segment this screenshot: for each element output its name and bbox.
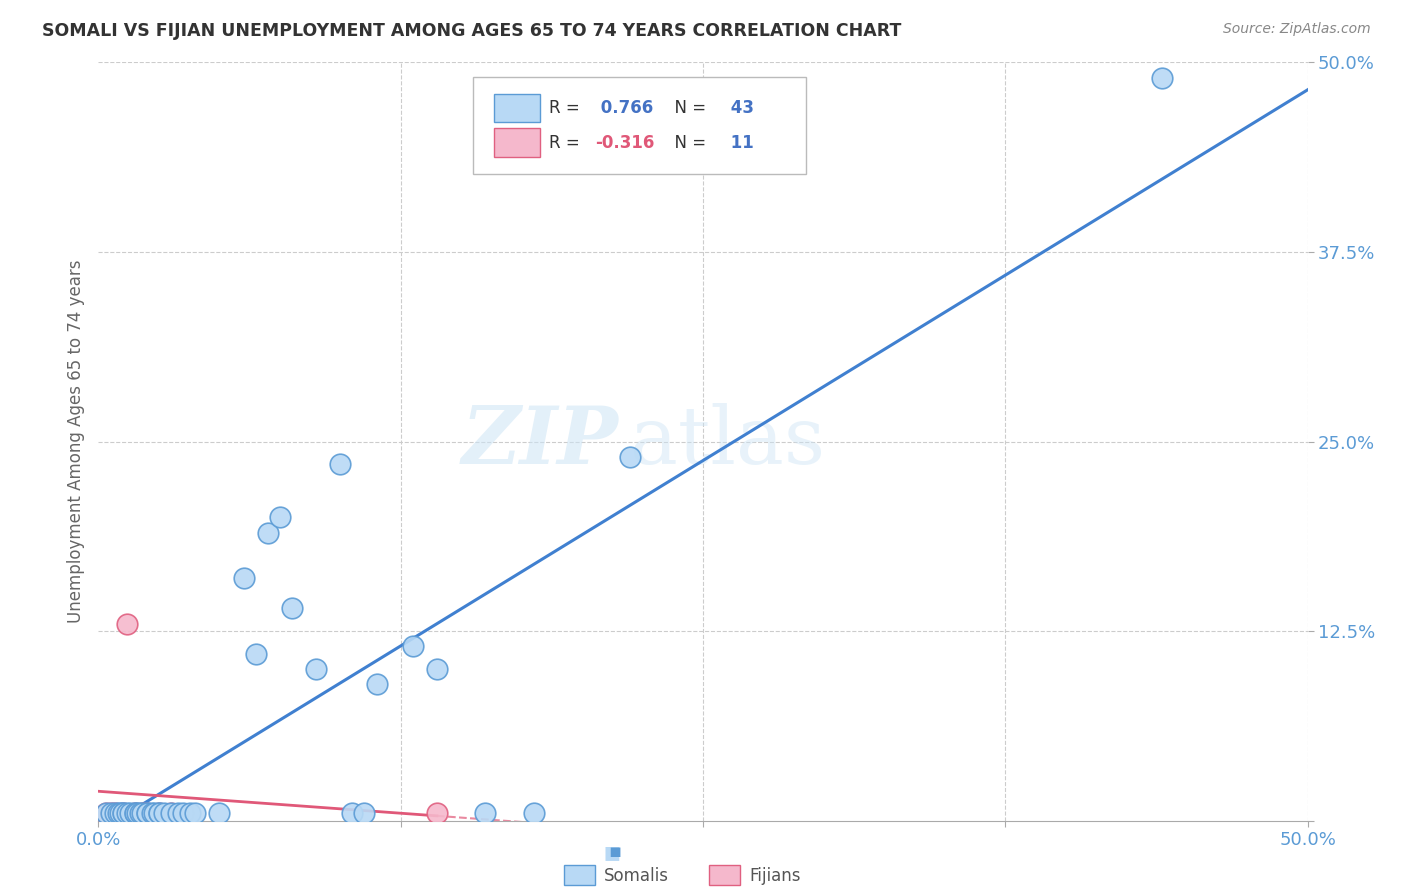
Point (305, 662, 328, 676)
Point (118, 806, 141, 821)
Text: 0.766: 0.766 (595, 99, 654, 117)
FancyBboxPatch shape (494, 94, 540, 122)
Point (94, 806, 117, 821)
Point (167, 806, 190, 821)
Point (111, 806, 134, 821)
Point (329, 458, 352, 472)
Text: 11: 11 (724, 134, 754, 152)
Point (100, 806, 122, 821)
FancyBboxPatch shape (709, 865, 741, 885)
Point (269, 510, 291, 524)
Point (104, 806, 127, 821)
Point (426, 806, 449, 821)
Point (232, 571, 254, 585)
Point (107, 806, 129, 821)
Point (474, 806, 496, 821)
Text: ▪: ▪ (602, 838, 621, 866)
Point (111, 806, 134, 821)
Point (128, 806, 150, 821)
Point (426, 662, 449, 676)
Y-axis label: Unemployment Among Ages 65 to 74 years: Unemployment Among Ages 65 to 74 years (66, 260, 84, 624)
Text: R =: R = (550, 99, 585, 117)
Point (152, 806, 174, 821)
Point (619, 450, 641, 464)
Point (179, 806, 201, 821)
Point (124, 806, 146, 821)
Point (135, 806, 157, 821)
Point (366, 677, 388, 691)
Text: 43: 43 (724, 99, 754, 117)
Point (523, 806, 546, 821)
Point (124, 806, 146, 821)
Text: Fijians: Fijians (749, 867, 800, 885)
Text: ZIP: ZIP (461, 403, 619, 480)
Point (104, 806, 127, 821)
Point (143, 806, 166, 821)
Text: N =: N = (664, 134, 711, 152)
Point (342, 806, 364, 821)
Text: N =: N = (664, 99, 711, 117)
Point (131, 806, 153, 821)
Text: atlas: atlas (630, 402, 825, 481)
Point (135, 806, 157, 821)
Point (124, 806, 146, 821)
FancyBboxPatch shape (494, 128, 540, 157)
Point (160, 806, 183, 821)
Point (117, 806, 139, 821)
Point (1152, 70, 1174, 85)
Text: -0.316: -0.316 (595, 134, 655, 152)
Text: ▪: ▪ (607, 842, 621, 862)
FancyBboxPatch shape (474, 77, 806, 174)
Point (141, 806, 163, 821)
Point (256, 525, 278, 540)
Point (353, 806, 375, 821)
Point (117, 616, 139, 631)
Point (148, 806, 170, 821)
Text: Source: ZipAtlas.com: Source: ZipAtlas.com (1223, 22, 1371, 37)
Text: R =: R = (550, 134, 585, 152)
FancyBboxPatch shape (564, 865, 595, 885)
Point (402, 639, 425, 653)
Point (135, 806, 157, 821)
Point (108, 806, 131, 821)
Text: SOMALI VS FIJIAN UNEMPLOYMENT AMONG AGES 65 TO 74 YEARS CORRELATION CHART: SOMALI VS FIJIAN UNEMPLOYMENT AMONG AGES… (42, 22, 901, 40)
Point (127, 806, 149, 821)
Point (131, 806, 153, 821)
Point (160, 806, 183, 821)
Point (94, 806, 117, 821)
Text: Somalis: Somalis (603, 867, 669, 885)
Point (208, 806, 231, 821)
Point (111, 806, 134, 821)
Point (172, 806, 194, 821)
Point (148, 806, 170, 821)
Point (148, 806, 170, 821)
Point (184, 806, 207, 821)
Point (281, 601, 304, 615)
Point (100, 806, 122, 821)
Point (245, 647, 267, 661)
